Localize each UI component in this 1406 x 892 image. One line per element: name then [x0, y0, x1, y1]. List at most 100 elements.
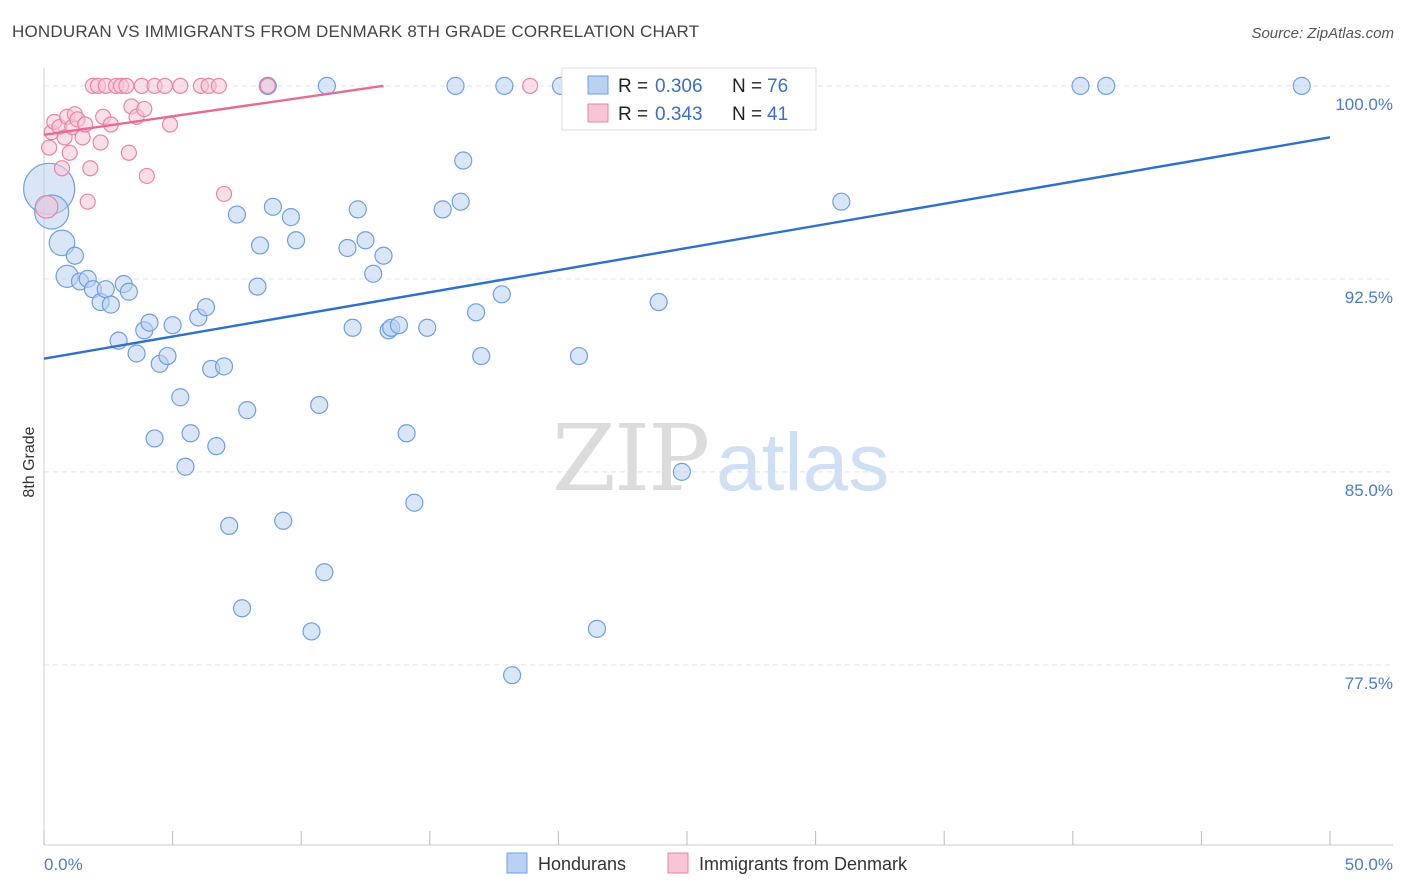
- honduran-point-69: [672, 462, 691, 481]
- denmark-point-30: [138, 167, 155, 185]
- denmark-point-33: [161, 116, 179, 133]
- watermark-atlas: atlas: [716, 417, 889, 508]
- honduran-point-66: [569, 346, 589, 366]
- honduran-point-27: [207, 437, 226, 456]
- stats-r-label-1: R =: [618, 104, 648, 125]
- denmark-point-40: [522, 77, 539, 94]
- stats-r-value-0: 0.306: [655, 76, 703, 97]
- honduran-point-54: [405, 493, 424, 512]
- honduran-point-37: [274, 511, 293, 530]
- honduran-point-4: [65, 246, 84, 265]
- honduran-point-67: [587, 619, 607, 638]
- denmark-point-29: [136, 100, 153, 118]
- honduran-point-30: [227, 205, 246, 224]
- honduran-point-53: [397, 424, 416, 443]
- denmark-point-32: [156, 77, 173, 94]
- honduran-point-19: [158, 346, 177, 366]
- honduran-point-62: [492, 285, 511, 304]
- stats-n-value-0: 76: [767, 76, 788, 97]
- honduran-point-63: [495, 76, 514, 95]
- stats-swatch-denmark: [587, 103, 609, 123]
- legend-swatch-hondurans: [506, 852, 528, 874]
- y-tick-label-2: 92.5%: [1345, 288, 1393, 307]
- honduran-point-64: [503, 666, 522, 685]
- honduran-point-23: [181, 424, 200, 443]
- honduran-point-74: [1097, 76, 1116, 95]
- honduran-point-38: [281, 208, 301, 227]
- y-tick-labels: 77.5% 85.0% 92.5% 100.0%: [1335, 95, 1393, 693]
- honduran-point-55: [418, 318, 437, 337]
- stats-n-value-1: 41: [767, 104, 788, 125]
- honduran-point-47: [356, 231, 375, 250]
- honduran-point-16: [140, 313, 159, 332]
- legend-label-hondurans: Hondurans: [538, 854, 626, 874]
- chart-title: HONDURAN VS IMMIGRANTS FROM DENMARK 8TH …: [12, 22, 700, 41]
- y-axis-title: 8th Grade: [21, 426, 38, 497]
- stats-r-value-1: 0.343: [655, 104, 703, 125]
- denmark-point-15: [82, 160, 99, 177]
- honduran-point-72: [832, 192, 851, 211]
- denmark-point-1: [41, 139, 58, 156]
- denmark-point-37: [210, 77, 227, 94]
- honduran-point-10: [101, 295, 120, 314]
- honduran-point-44: [338, 238, 357, 258]
- honduran-point-33: [248, 277, 267, 296]
- honduran-point-17: [145, 429, 164, 448]
- denmark-trend-line: [43, 84, 384, 136]
- honduran-point-42: [315, 563, 334, 582]
- stats-n-label-1: N =: [732, 104, 762, 125]
- watermark-zip: ZIP: [552, 405, 708, 512]
- honduran-point-25: [196, 298, 216, 317]
- honduran-point-22: [176, 457, 195, 476]
- honduran-point-41: [310, 395, 329, 415]
- honduran-trend-line: [43, 136, 1331, 360]
- source-label: Source: ZipAtlas.com: [1251, 25, 1394, 42]
- honduran-point-57: [446, 76, 465, 95]
- y-tick-label-1: 85.0%: [1345, 481, 1393, 500]
- honduran-point-34: [250, 236, 270, 255]
- series-hondurans: [23, 76, 1311, 685]
- honduran-point-56: [433, 200, 452, 219]
- honduran-point-59: [454, 151, 473, 170]
- denmark-point-25: [120, 144, 137, 161]
- denmark-point-24: [118, 77, 135, 94]
- honduran-point-9: [96, 280, 115, 299]
- x-tick-min: 0.0%: [44, 855, 83, 874]
- denmark-point-34: [172, 77, 189, 94]
- honduran-point-46: [348, 200, 367, 219]
- denmark-point-39: [259, 77, 276, 94]
- honduran-point-28: [214, 357, 234, 376]
- denmark-point-5: [53, 160, 71, 177]
- honduran-point-31: [232, 599, 252, 618]
- honduran-point-60: [466, 303, 486, 322]
- honduran-point-20: [163, 316, 182, 335]
- stats-legend: R = 0.306 N = 76 R = 0.343 N = 41: [561, 67, 817, 131]
- honduran-point-14: [127, 344, 146, 363]
- legend-swatch-denmark: [667, 852, 689, 874]
- honduran-point-21: [171, 388, 190, 407]
- grid-lines: [44, 85, 1393, 666]
- trend-lines: [43, 84, 1331, 360]
- honduran-point-48: [364, 264, 383, 283]
- y-tick-label-0: 77.5%: [1345, 674, 1393, 693]
- honduran-point-58: [451, 192, 470, 211]
- watermark: ZIP atlas: [552, 405, 889, 512]
- honduran-point-73: [1071, 76, 1090, 95]
- denmark-point-18: [92, 134, 109, 151]
- honduran-point-75: [1292, 76, 1311, 95]
- bottom-legend: Hondurans Immigrants from Denmark: [506, 852, 908, 874]
- denmark-point-0: [34, 194, 59, 219]
- honduran-point-29: [220, 516, 239, 536]
- honduran-point-13: [119, 282, 138, 301]
- denmark-point-14: [79, 193, 96, 210]
- honduran-point-68: [649, 292, 668, 312]
- stats-n-label-0: N =: [732, 76, 762, 97]
- y-tick-label-3: 100.0%: [1335, 95, 1393, 114]
- honduran-point-2: [48, 229, 76, 257]
- stats-swatch-hondurans: [587, 75, 609, 95]
- honduran-point-61: [472, 346, 491, 366]
- honduran-point-43: [317, 76, 337, 95]
- honduran-point-49: [374, 246, 393, 265]
- denmark-point-38: [215, 185, 233, 203]
